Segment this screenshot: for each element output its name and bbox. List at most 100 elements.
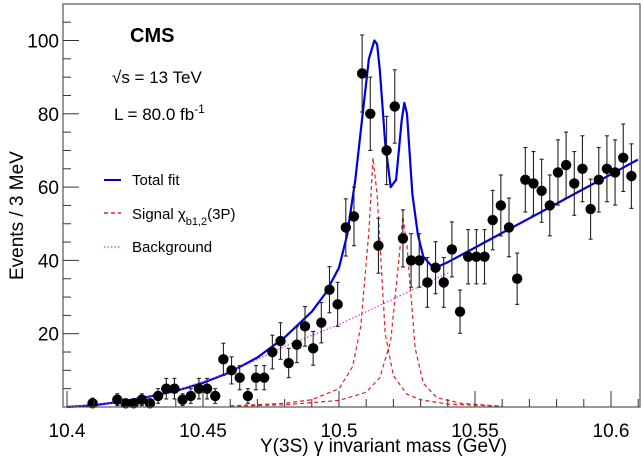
curve-total-fit	[66, 39, 639, 409]
data-point	[112, 393, 123, 407]
data-marker	[528, 178, 539, 189]
data-point	[446, 221, 458, 278]
data-point	[250, 365, 262, 391]
data-point	[324, 266, 335, 314]
legend-signal-suffix: (3P)	[207, 206, 235, 223]
curve-background	[66, 272, 449, 408]
y-tick-label: 80	[38, 105, 59, 126]
data-marker	[259, 372, 270, 383]
data-marker	[618, 152, 629, 163]
data-point	[152, 388, 164, 404]
data-marker	[299, 321, 311, 332]
data-point	[405, 233, 417, 288]
data-point	[373, 217, 384, 274]
data-point	[577, 135, 588, 203]
data-marker	[471, 251, 482, 262]
data-point	[201, 377, 213, 400]
data-marker	[340, 222, 351, 233]
data-marker	[569, 178, 580, 189]
data-marker	[267, 346, 278, 358]
data-point	[283, 347, 294, 379]
data-marker	[169, 383, 180, 394]
data-marker	[120, 398, 131, 409]
data-point	[365, 76, 376, 151]
x-tick-label: 10.6	[593, 421, 630, 442]
data-point	[128, 398, 139, 409]
data-point	[544, 174, 555, 237]
data-marker	[152, 390, 164, 402]
experiment-label: CMS	[130, 25, 174, 47]
data-marker	[128, 398, 139, 409]
data-marker	[234, 372, 245, 383]
data-point	[275, 322, 286, 360]
data-marker	[601, 163, 613, 174]
data-point	[234, 365, 245, 391]
data-point	[471, 229, 482, 285]
data-point	[560, 131, 572, 199]
data-point	[226, 356, 237, 385]
data-marker	[307, 343, 319, 354]
data-point	[144, 398, 156, 409]
data-point	[381, 115, 392, 186]
data-marker	[487, 214, 498, 226]
data-point	[422, 256, 433, 308]
data-point	[389, 69, 400, 144]
data-point	[601, 135, 613, 203]
data-marker	[161, 383, 172, 394]
data-marker	[373, 240, 384, 251]
data-marker	[348, 211, 360, 222]
x-tick-label: 10.45	[179, 421, 227, 442]
data-marker	[185, 390, 196, 402]
data-marker	[422, 277, 433, 288]
data-marker	[316, 317, 327, 328]
y-tick-label: 20	[38, 325, 59, 346]
legend: Total fit Signal χb1,2(3P) Background	[104, 172, 236, 256]
data-points	[87, 34, 637, 409]
data-point	[414, 233, 425, 288]
data-marker	[397, 233, 409, 244]
data-point	[430, 241, 441, 295]
data-marker	[438, 277, 449, 288]
x-axis: 10.4 10.45 10.5 10.55 10.6	[49, 391, 639, 442]
data-point	[177, 393, 188, 407]
x-axis-title: Υ(3S) γ invariant mass (GeV)	[260, 436, 507, 457]
data-point	[609, 139, 621, 206]
data-point	[316, 301, 327, 344]
data-point	[520, 146, 531, 213]
data-point	[136, 393, 147, 407]
data-point	[511, 252, 523, 305]
data-point	[218, 342, 229, 377]
data-point	[169, 377, 180, 400]
lumi-text: L = 80.0 fb	[114, 105, 194, 124]
data-marker	[87, 398, 98, 409]
data-point	[495, 174, 507, 237]
data-marker	[356, 68, 368, 79]
legend-signal-sub: b1,2	[186, 216, 207, 228]
data-marker	[511, 273, 523, 284]
data-point	[348, 186, 360, 247]
data-marker	[536, 185, 547, 196]
data-marker	[430, 262, 441, 273]
legend-label-signal: Signal χb1,2(3P)	[132, 206, 236, 228]
data-marker	[144, 398, 156, 409]
data-marker	[560, 159, 572, 171]
data-point	[528, 150, 539, 216]
data-marker	[454, 306, 466, 317]
data-marker	[283, 357, 294, 369]
data-marker	[365, 108, 376, 120]
data-marker	[218, 354, 229, 365]
data-point	[438, 256, 449, 308]
data-marker	[544, 200, 555, 211]
data-marker	[201, 383, 213, 394]
data-marker	[414, 255, 425, 266]
data-point	[618, 123, 629, 193]
data-point	[242, 388, 254, 404]
data-point	[185, 388, 196, 404]
fit-curves	[66, 39, 639, 409]
data-marker	[503, 222, 515, 233]
data-point	[503, 197, 515, 258]
data-marker	[136, 394, 147, 405]
data-marker	[250, 372, 262, 383]
data-marker	[291, 339, 303, 350]
data-marker	[609, 167, 621, 178]
